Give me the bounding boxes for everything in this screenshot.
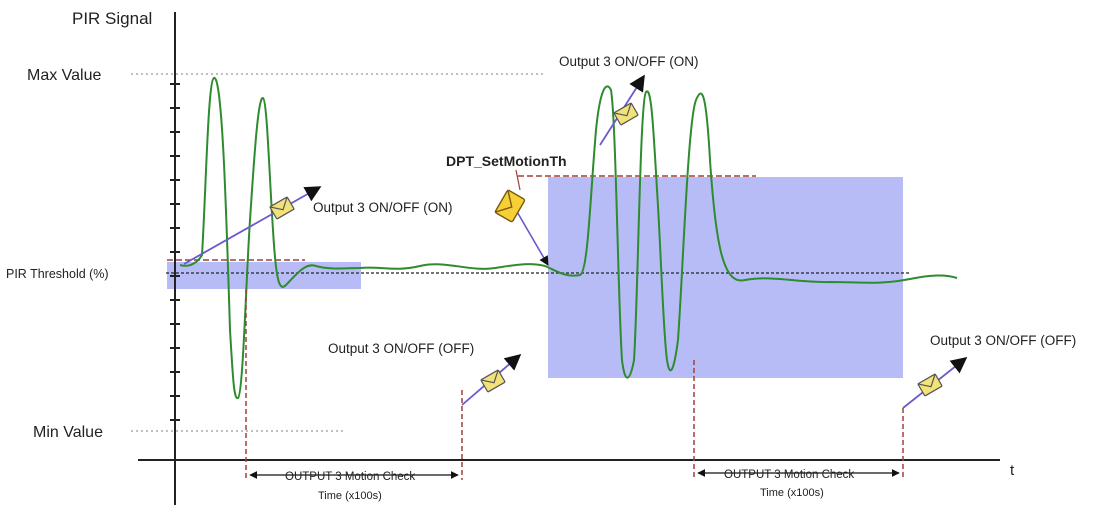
check-interval-2-title: OUTPUT 3 Motion Check xyxy=(724,469,854,481)
envelope-icon xyxy=(917,373,943,397)
detection-window-1 xyxy=(167,262,361,289)
envelope-icon xyxy=(269,196,295,220)
x-axis-label: t xyxy=(1010,462,1015,479)
set-motion-envelope-icon xyxy=(494,189,526,223)
envelope-icon xyxy=(613,102,639,126)
event-off-2-label: Output 3 ON/OFF (OFF) xyxy=(930,333,1076,348)
event-on-2-label: Output 3 ON/OFF (ON) xyxy=(559,54,699,69)
detection-window-2 xyxy=(548,177,903,378)
event-off-1-label: Output 3 ON/OFF (OFF) xyxy=(328,341,474,356)
threshold-label: PIR Threshold (%) xyxy=(6,267,109,281)
y-axis-title: PIR Signal xyxy=(72,9,152,28)
y-axis-ticks xyxy=(170,83,180,421)
check-interval-2-unit: Time (x100s) xyxy=(760,487,824,499)
check-interval-1-unit: Time (x100s) xyxy=(318,490,382,502)
pir-signal-curve xyxy=(179,76,958,399)
check-interval-1-title: OUTPUT 3 Motion Check xyxy=(285,471,415,483)
envelope-icon xyxy=(480,369,506,393)
min-value-label: Min Value xyxy=(33,424,103,441)
event-on-1-label: Output 3 ON/OFF (ON) xyxy=(313,200,453,215)
set-motion-pointer xyxy=(515,209,549,266)
telegram-on-1 xyxy=(183,186,322,265)
max-value-label: Max Value xyxy=(27,67,102,84)
set-motion-label: DPT_SetMotionTh xyxy=(446,153,567,169)
set-motion-underline xyxy=(515,169,521,191)
